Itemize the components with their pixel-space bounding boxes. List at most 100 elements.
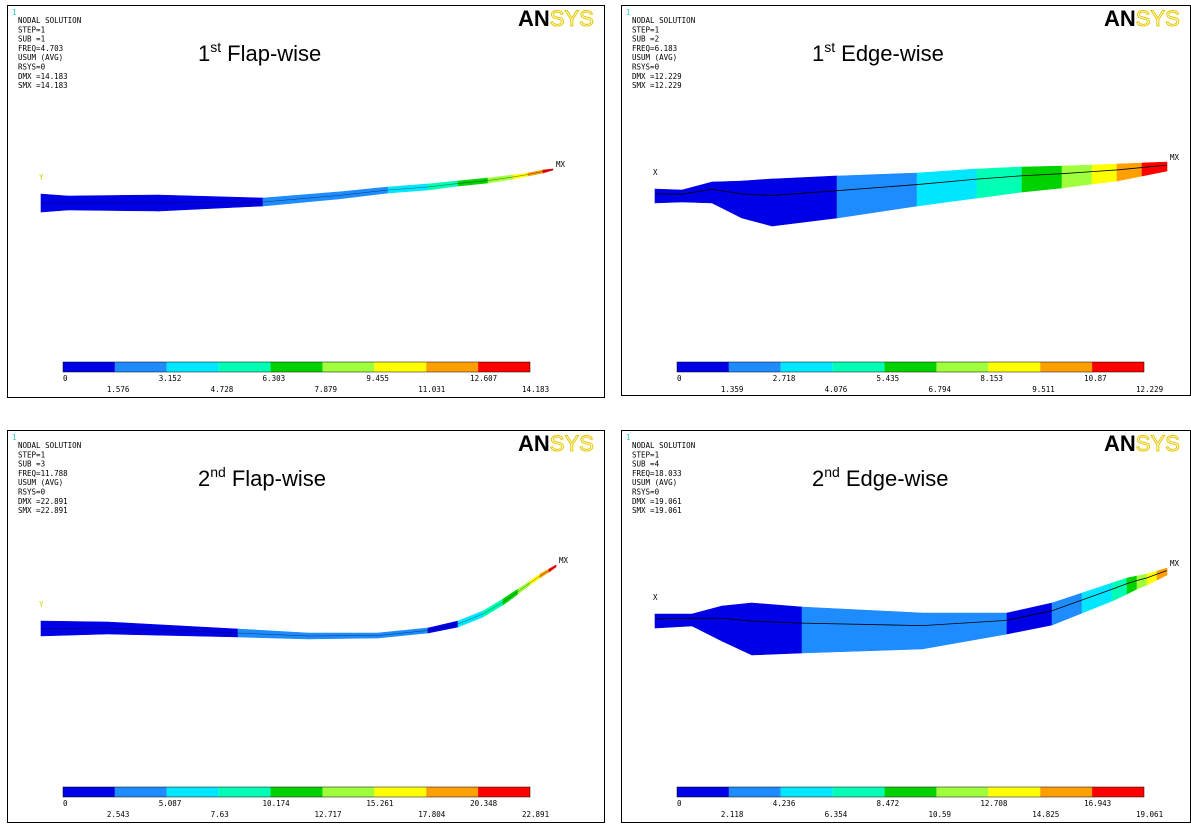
legend-label: 14.183 [522,385,549,394]
corner-label: 1 [12,433,17,442]
legend-label: 22.891 [522,810,549,819]
axis-label: Y [39,173,44,182]
header-line: USUM (AVG) [632,53,677,62]
header-line: SMX =22.891 [18,506,68,515]
legend-swatch [781,787,833,797]
blade-segment [503,589,518,605]
logo-sys: SYS [1136,431,1180,456]
header-line: STEP=1 [18,450,45,459]
corner-label: 1 [626,8,631,17]
header-line: STEP=1 [632,25,659,34]
header-line: DMX =22.891 [18,497,68,506]
header-line: SMX =19.061 [632,506,682,515]
legend-swatch [426,362,478,372]
blade-segment [722,603,752,655]
legend-swatch [885,362,937,372]
header-line: DMX =12.229 [632,72,682,81]
blade-segment [655,189,682,203]
legend-swatch [426,787,478,797]
legend-label: 4.076 [825,385,848,394]
logo-an: AN [1104,431,1136,456]
logo-sys: SYS [550,431,594,456]
legend-swatch [219,787,271,797]
title-number: 1 [198,41,210,66]
legend-swatch [322,787,374,797]
legend-swatch [219,362,271,372]
header-line: DMX =19.061 [632,497,682,506]
logo-an: AN [518,431,550,456]
legend-label: 6.794 [928,385,951,394]
ansys-logo: ANSYS [1104,431,1180,456]
logo-an: AN [1104,6,1136,31]
legend-swatch [833,787,885,797]
header-line: RSYS=0 [632,488,660,497]
legend-label: 4.236 [773,799,796,808]
legend-swatch [167,787,219,797]
corner-label: 1 [626,433,631,442]
blade-segment [917,169,977,206]
legend-swatch [322,362,374,372]
legend-label: 0 [677,799,682,808]
legend-swatch [833,362,885,372]
blade-segment [977,167,1022,198]
header-line: SMX =12.229 [632,81,682,90]
title-text: Edge-wise [841,41,944,66]
corner-label: 1 [12,8,17,17]
legend-label: 4.728 [211,385,234,394]
blade-segment [837,173,917,218]
blade-segment [1092,164,1117,184]
header-line: STEP=1 [18,25,45,34]
legend-label: 12.607 [470,374,497,383]
blade-segment [1127,576,1137,594]
legend-label: 16.943 [1084,799,1111,808]
legend-label: 2.718 [773,374,796,383]
legend-swatch [63,787,115,797]
legend-swatch [374,362,426,372]
blade-segment [752,603,802,655]
legend-swatch [374,787,426,797]
legend-label: 8.153 [980,374,1003,383]
blade-segment [742,179,772,226]
legend-swatch [63,362,115,372]
ansys-logo: ANSYS [518,431,594,456]
legend-swatch [885,787,937,797]
legend-swatch [271,787,323,797]
header-line: SUB =3 [18,460,45,469]
legend-label: 0 [63,374,68,383]
legend-label: 12.717 [314,810,341,819]
legend-label: 3.152 [159,374,182,383]
blade-segment [518,581,530,594]
blade-segment [1117,163,1142,181]
logo-sys: SYS [1136,6,1180,31]
legend-swatch [1092,787,1144,797]
blade-segment [540,569,549,578]
blade-segment [922,613,1007,649]
title-ordinal: st [824,39,835,55]
header-line: RSYS=0 [632,63,660,72]
title-number: 2 [812,466,824,491]
legend-swatch [781,362,833,372]
legend-swatch [936,787,988,797]
title-text: Flap-wise [232,466,326,491]
blade-segment [1112,578,1127,601]
blade-segment [712,181,742,218]
title-ordinal: st [210,39,221,55]
legend-label: 2.118 [721,810,744,819]
legend-label: 20.348 [470,799,498,808]
blade-segment [1142,162,1167,176]
max-label: MX [559,556,569,565]
blade-segment [428,621,458,633]
legend-label: 17.804 [418,810,446,819]
blade-segment [263,192,338,206]
header-line: FREQ=6.183 [632,44,677,53]
header-line: NODAL SOLUTION [18,441,81,450]
blade-segment [513,173,528,179]
result-panel: 1NODAL SOLUTIONSTEP=1SUB =2FREQ=6.183USU… [621,5,1191,396]
legend-label: 1.576 [107,385,130,394]
legend-label: 12.708 [980,799,1008,808]
ansys-logo: ANSYS [1104,6,1180,31]
legend-swatch [478,362,530,372]
